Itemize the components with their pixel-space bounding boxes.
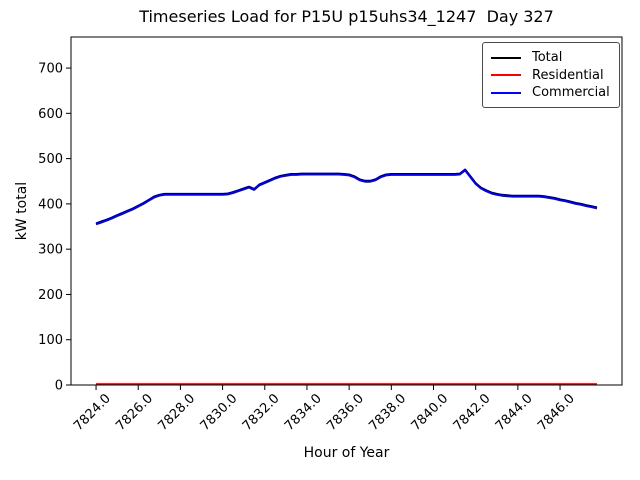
y-tick-label: 700 bbox=[38, 62, 63, 77]
x-tick-label: 7830.0 bbox=[198, 391, 241, 434]
y-tick-label: 500 bbox=[38, 152, 63, 167]
legend-item-residential: Residential bbox=[491, 67, 610, 84]
x-tick-label: 7828.0 bbox=[155, 391, 198, 434]
y-axis-label: kW total bbox=[14, 181, 30, 241]
x-tick-label: 7824.0 bbox=[71, 391, 114, 434]
legend-line-sample-commercial bbox=[491, 91, 521, 94]
y-tick-label: 600 bbox=[38, 107, 63, 122]
x-axis-label: Hour of Year bbox=[303, 445, 390, 461]
legend-line-sample-residential bbox=[491, 74, 521, 76]
x-tick-label: 7846.0 bbox=[535, 391, 578, 434]
legend-label-residential: Residential bbox=[532, 67, 604, 83]
x-tick-label: 7838.0 bbox=[366, 391, 409, 434]
axes-spines bbox=[70, 36, 623, 386]
series-line-commercial bbox=[95, 169, 598, 226]
legend: Total Residential Commercial bbox=[482, 42, 620, 108]
y-tick-label: 400 bbox=[38, 197, 63, 212]
legend-item-commercial: Commercial bbox=[491, 84, 610, 101]
legend-label-total: Total bbox=[532, 50, 563, 65]
y-tick-label: 0 bbox=[55, 379, 63, 394]
legend-item-total: Total bbox=[491, 49, 610, 66]
x-tick-label: 7836.0 bbox=[324, 391, 367, 434]
x-tick-label: 7840.0 bbox=[409, 391, 452, 434]
x-tick-label: 7832.0 bbox=[240, 391, 283, 434]
x-tick-label: 7826.0 bbox=[113, 391, 156, 434]
legend-label-commercial: Commercial bbox=[532, 85, 610, 100]
x-tick-label: 7834.0 bbox=[282, 391, 325, 434]
y-tick-label: 300 bbox=[38, 243, 63, 258]
x-tick-label: 7842.0 bbox=[451, 391, 494, 434]
y-tick-label: 100 bbox=[38, 333, 63, 348]
x-tick-label: 7844.0 bbox=[493, 391, 536, 434]
legend-line-sample-total bbox=[491, 56, 521, 59]
y-tick-label: 200 bbox=[38, 288, 63, 303]
chart-title: Timeseries Load for P15U p15uhs34_1247 D… bbox=[139, 7, 554, 26]
